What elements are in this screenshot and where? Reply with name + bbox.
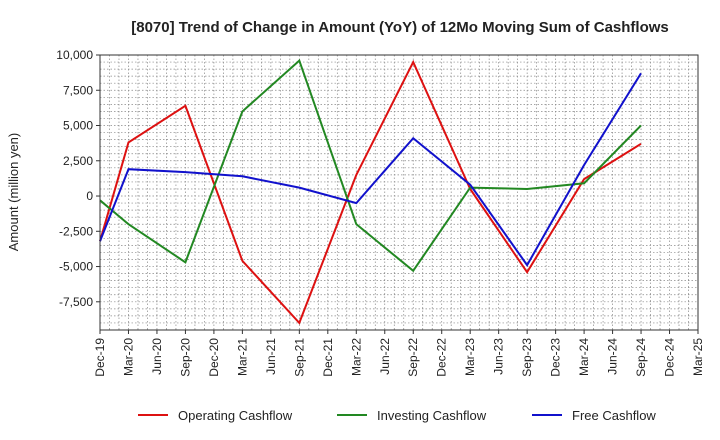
y-tick-label: 0 xyxy=(86,189,93,203)
x-tick-labels: Dec-19 Mar-20 Jun-20 Sep-20 Dec-20 Mar-21 Jun-… xyxy=(93,330,705,377)
grid xyxy=(100,55,698,330)
x-tick-label: Mar-22 xyxy=(349,338,363,376)
x-tick-label: Jun-21 xyxy=(264,338,278,375)
y-tick-label: 2,500 xyxy=(63,154,93,168)
x-tick-label: Dec-21 xyxy=(321,338,335,377)
legend-label: Investing Cashflow xyxy=(377,408,487,423)
x-tick-label: Sep-23 xyxy=(520,338,534,377)
legend-label: Free Cashflow xyxy=(572,408,656,423)
y-tick-label: -2,500 xyxy=(59,224,93,238)
x-tick-label: Jun-22 xyxy=(378,338,392,375)
series-line-operating-cashflow xyxy=(99,59,642,325)
x-tick-label: Dec-23 xyxy=(549,338,563,377)
x-tick-label: Dec-22 xyxy=(435,338,449,377)
chart-title: [8070] Trend of Change in Amount (YoY) o… xyxy=(131,19,669,36)
y-tick-label: 7,500 xyxy=(63,83,93,97)
series-line-free-cashflow xyxy=(99,72,642,267)
x-tick-label: Sep-22 xyxy=(406,338,420,377)
legend-label: Operating Cashflow xyxy=(178,408,293,423)
series-line-investing-cashflow xyxy=(99,58,642,273)
x-tick-label: Mar-23 xyxy=(463,338,477,376)
y-tick-label: -7,500 xyxy=(59,295,93,309)
x-tick-label: Dec-24 xyxy=(663,338,677,377)
x-tick-label: Mar-21 xyxy=(235,338,249,376)
x-tick-label: Mar-25 xyxy=(691,338,705,376)
x-tick-label: Sep-21 xyxy=(292,338,306,377)
y-tick-label: 5,000 xyxy=(63,119,93,133)
y-axis-label: Amount (million yen) xyxy=(6,133,21,252)
series-lines xyxy=(99,58,642,325)
x-tick-label: Sep-24 xyxy=(634,338,648,377)
y-tick-label: 10,000 xyxy=(56,48,93,62)
plot-frame xyxy=(99,54,699,331)
x-tick-label: Sep-20 xyxy=(178,338,192,377)
plot-area xyxy=(100,55,698,330)
y-tick-labels: 10,000 7,500 5,000 2,500 0 -2,500 -5,000 -7,500 xyxy=(56,48,100,309)
y-tick-label: -5,000 xyxy=(59,260,93,274)
x-tick-label: Jun-24 xyxy=(606,338,620,375)
x-tick-label: Mar-24 xyxy=(577,338,591,376)
x-tick-label: Jun-20 xyxy=(150,338,164,375)
x-tick-label: Mar-20 xyxy=(121,338,135,376)
x-tick-label: Dec-19 xyxy=(93,338,107,377)
legend: Operating Cashflow Investing Cashflow Free… xyxy=(138,408,656,423)
x-tick-label: Jun-23 xyxy=(492,338,506,375)
x-tick-label: Dec-20 xyxy=(207,338,221,377)
